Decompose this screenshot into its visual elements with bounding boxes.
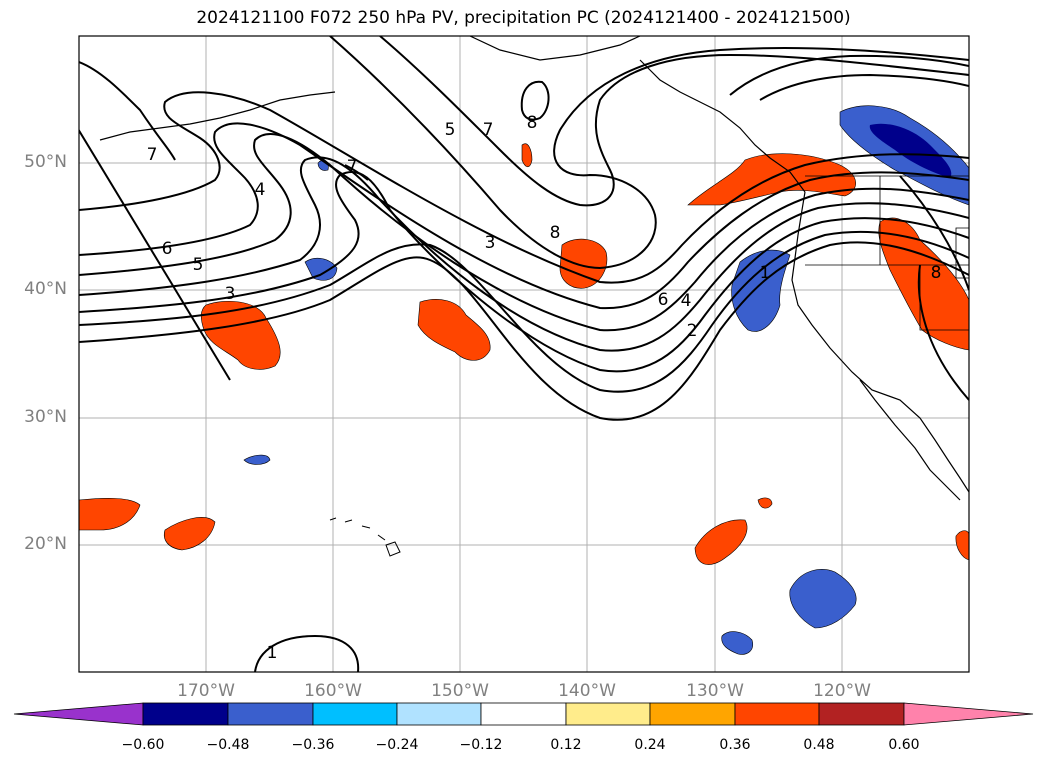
pv-label-7: 7 bbox=[347, 157, 358, 177]
precip-patch-positive bbox=[955, 530, 969, 561]
pv-contour bbox=[79, 170, 969, 373]
colorbar-tick-label: −0.12 bbox=[459, 737, 503, 753]
precip-patch-positive bbox=[521, 143, 533, 168]
colorbar-segment bbox=[818, 702, 905, 726]
colorbar-segment bbox=[312, 702, 398, 726]
coastline-baja bbox=[859, 379, 961, 501]
colorbar-tick-label: 0.48 bbox=[803, 737, 835, 753]
colorbar-segment bbox=[565, 702, 651, 726]
coastline-british-columbia bbox=[639, 59, 806, 193]
pv-label-5: 5 bbox=[445, 120, 456, 140]
pv-label-3: 3 bbox=[225, 284, 236, 304]
pv-label-4: 4 bbox=[681, 291, 692, 311]
colorbar-tick-label: −0.60 bbox=[121, 737, 165, 753]
map-title: 2024121100 F072 250 hPa PV, precipitatio… bbox=[196, 8, 851, 28]
precip-patch-negative bbox=[789, 569, 857, 629]
colorbar-segment bbox=[734, 702, 820, 726]
colorbar-segment bbox=[649, 702, 736, 726]
pv-contour bbox=[379, 36, 969, 207]
lon-label-170w: 170°W bbox=[177, 681, 235, 701]
pv-contour bbox=[917, 264, 969, 401]
precip-patch-positive bbox=[417, 299, 491, 361]
pv-label-3: 3 bbox=[485, 233, 496, 253]
pv-label-8: 8 bbox=[931, 263, 942, 283]
lat-label-30n: 30°N bbox=[24, 407, 67, 427]
pv-label-6: 6 bbox=[658, 290, 669, 310]
lat-label-20n: 20°N bbox=[24, 534, 67, 554]
pv-label-7: 7 bbox=[483, 120, 494, 140]
precip-patch-positive bbox=[687, 153, 856, 206]
colorbar-extend-low bbox=[13, 702, 144, 726]
colorbar-tick-label: 0.36 bbox=[719, 737, 751, 753]
pv-label-2: 2 bbox=[687, 321, 698, 341]
colorbar-tick-label: 0.12 bbox=[550, 737, 582, 753]
lon-label-160w: 160°W bbox=[304, 681, 362, 701]
precip-patch-negative bbox=[243, 454, 271, 465]
pv-contour bbox=[79, 128, 231, 381]
pv-contour bbox=[79, 122, 969, 310]
precip-patch-negative bbox=[721, 631, 753, 655]
lat-label-40n: 40°N bbox=[24, 279, 67, 299]
pv-label-1: 1 bbox=[760, 263, 771, 283]
precip-patch-positive bbox=[200, 300, 281, 370]
coastlines bbox=[99, 36, 969, 557]
colorbar-tick-label: 0.24 bbox=[634, 737, 666, 753]
precip-patch-positive bbox=[757, 497, 773, 509]
pv-label-1: 1 bbox=[267, 643, 278, 663]
pv-contour bbox=[899, 175, 969, 291]
plot-area bbox=[79, 36, 969, 672]
plot-frame bbox=[78, 35, 970, 673]
state-border bbox=[805, 175, 969, 331]
pv-label-6: 6 bbox=[162, 239, 173, 259]
pv-label-8: 8 bbox=[550, 223, 561, 243]
lon-label-150w: 150°W bbox=[431, 681, 489, 701]
colorbar-segment bbox=[480, 702, 567, 726]
precip-patch-negative bbox=[869, 123, 952, 178]
colorbar-segment bbox=[396, 702, 482, 726]
lon-label-120w: 120°W bbox=[813, 681, 871, 701]
colorbar-extend-high bbox=[903, 702, 1034, 726]
precip-patches bbox=[79, 105, 969, 655]
pv-contour bbox=[759, 73, 969, 101]
pv-contour bbox=[79, 133, 969, 332]
pv-contour bbox=[520, 80, 550, 121]
colorbar-tick-label: −0.48 bbox=[206, 737, 250, 753]
colorbar-tick-label: −0.36 bbox=[291, 737, 335, 753]
colorbar bbox=[13, 702, 1034, 726]
pv-label-8: 8 bbox=[527, 113, 538, 133]
pv-label-4: 4 bbox=[255, 180, 266, 200]
colorbar-segment bbox=[227, 702, 314, 726]
pv-contour bbox=[79, 61, 176, 161]
pv-label-7: 7 bbox=[147, 145, 158, 165]
pv-contour bbox=[79, 230, 969, 393]
precip-patch-positive bbox=[79, 497, 141, 531]
pv-contour bbox=[329, 36, 969, 270]
lat-label-50n: 50°N bbox=[24, 152, 67, 172]
pv-contours bbox=[79, 36, 969, 672]
pv-contour bbox=[729, 54, 969, 96]
precip-patch-positive bbox=[559, 238, 608, 289]
colorbar-tick-label: 0.60 bbox=[888, 737, 920, 753]
colorbar-segment bbox=[142, 702, 229, 726]
precip-patch-positive bbox=[163, 517, 216, 551]
pv-contour bbox=[79, 241, 969, 421]
pv-contour bbox=[79, 91, 969, 284]
pv-contour bbox=[344, 164, 369, 181]
coastline-alaska-south bbox=[469, 36, 641, 61]
pv-label-5: 5 bbox=[193, 255, 204, 275]
colorbar-tick-label: −0.24 bbox=[375, 737, 419, 753]
hawaii-islands bbox=[329, 517, 401, 557]
precip-patch-negative bbox=[304, 257, 338, 281]
pv-contour bbox=[254, 634, 360, 672]
precip-patch-positive bbox=[694, 519, 748, 565]
lon-label-130w: 130°W bbox=[686, 681, 744, 701]
precip-patch-negative bbox=[731, 249, 791, 332]
lon-label-140w: 140°W bbox=[558, 681, 616, 701]
pv-contour-labels: 1 1 2 3 3 4 4 5 5 6 6 7 7 7 8 8 8 bbox=[147, 113, 942, 663]
pv-contour bbox=[79, 156, 969, 352]
coastline-aleutians bbox=[99, 91, 336, 141]
